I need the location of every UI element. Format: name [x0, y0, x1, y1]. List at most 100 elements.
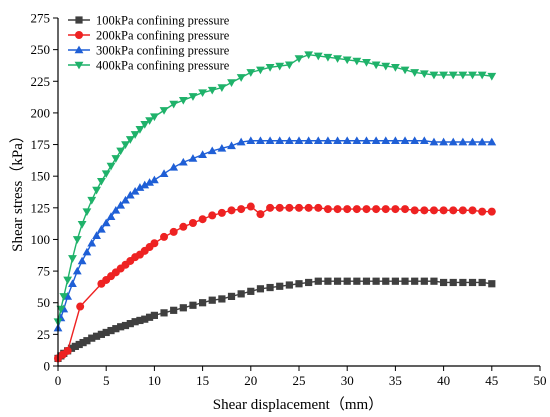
data-point [227, 141, 236, 150]
legend-label: 100kPa confining pressure [96, 13, 230, 27]
data-point [246, 69, 256, 77]
data-point [458, 71, 468, 80]
data-point [295, 280, 303, 288]
data-point [411, 277, 419, 285]
data-point [106, 212, 116, 220]
legend-swatch-marker [74, 45, 84, 54]
data-point [76, 302, 85, 311]
data-point [333, 136, 342, 145]
data-point [179, 222, 188, 231]
data-point [487, 72, 497, 81]
x-tick-label: 40 [437, 373, 450, 388]
data-point [294, 55, 304, 63]
data-point [87, 238, 97, 247]
data-point [188, 93, 198, 101]
data-point [92, 332, 101, 340]
data-point [198, 89, 207, 98]
x-tick-label: 25 [293, 373, 306, 388]
data-point [439, 71, 448, 80]
data-point [468, 278, 477, 287]
data-point [429, 71, 439, 80]
data-point [145, 178, 154, 186]
data-point [439, 206, 448, 215]
data-point [362, 277, 371, 285]
data-point [304, 136, 314, 145]
data-point [313, 52, 323, 61]
axes: 0 5 10 15 20 25 30 35 40 45 50 0 25 50 75 100 125 150 175 2… [31, 11, 547, 389]
data-point [371, 61, 381, 70]
series-4 [53, 51, 497, 327]
legend-label: 400kPa confining pressure [96, 58, 230, 72]
data-point [420, 206, 429, 215]
series-line [57, 140, 492, 329]
data-point [468, 137, 477, 146]
x-tick-label: 30 [341, 373, 354, 388]
data-point [170, 306, 178, 314]
data-point [333, 205, 342, 214]
data-point [372, 277, 380, 285]
data-point [275, 62, 285, 71]
y-axis-title: Shear stress（kPa） [9, 128, 26, 252]
data-point [150, 113, 159, 122]
data-point [179, 304, 187, 312]
data-point [63, 346, 72, 355]
data-point [237, 290, 245, 298]
y-tick-label: 0 [44, 359, 51, 374]
data-point [68, 279, 77, 288]
data-point [188, 154, 198, 162]
y-tick-label: 100 [31, 232, 51, 247]
data-point [440, 278, 448, 287]
data-point [82, 208, 92, 217]
x-axis-title: Shear displacement（mm） [213, 396, 383, 413]
data-point [145, 117, 154, 125]
y-tick-label: 275 [31, 11, 51, 26]
data-point [101, 218, 111, 227]
y-tick-label: 150 [31, 169, 51, 184]
data-point [294, 136, 304, 145]
data-point [256, 285, 265, 293]
data-point [266, 203, 275, 212]
data-point [79, 338, 87, 347]
data-point [468, 71, 477, 80]
data-point [227, 292, 236, 300]
data-point [117, 323, 125, 331]
data-point [236, 137, 246, 146]
y-tick-label: 250 [31, 42, 51, 57]
data-point [140, 180, 150, 189]
data-point [87, 196, 97, 205]
data-point [342, 136, 352, 145]
legend-swatch-marker [74, 61, 84, 70]
data-point [125, 190, 135, 199]
data-point [92, 231, 101, 239]
data-point [217, 84, 227, 92]
data-point [237, 205, 246, 214]
data-point [333, 55, 342, 63]
data-point [343, 205, 352, 214]
data-point [150, 311, 158, 319]
legend-item: 400kPa confining pressure [68, 58, 230, 72]
data-point [265, 64, 275, 72]
data-point [56, 305, 66, 314]
x-tick-label: 10 [148, 373, 161, 388]
data-point [419, 70, 429, 79]
data-point [439, 137, 448, 146]
data-point [135, 126, 145, 134]
data-point [362, 136, 371, 145]
data-point [178, 96, 188, 105]
data-point [401, 205, 410, 214]
data-point [381, 205, 390, 214]
x-tick-label: 50 [534, 373, 547, 388]
data-point [410, 136, 420, 145]
legend-swatch-marker [75, 31, 83, 39]
data-point [198, 215, 207, 224]
data-point [121, 321, 130, 330]
data-point [449, 206, 458, 215]
data-point [285, 281, 293, 289]
data-point [313, 136, 323, 145]
data-point [159, 107, 169, 115]
data-point [208, 211, 217, 220]
data-point [429, 206, 438, 215]
data-point [343, 277, 351, 285]
data-point [92, 186, 101, 195]
